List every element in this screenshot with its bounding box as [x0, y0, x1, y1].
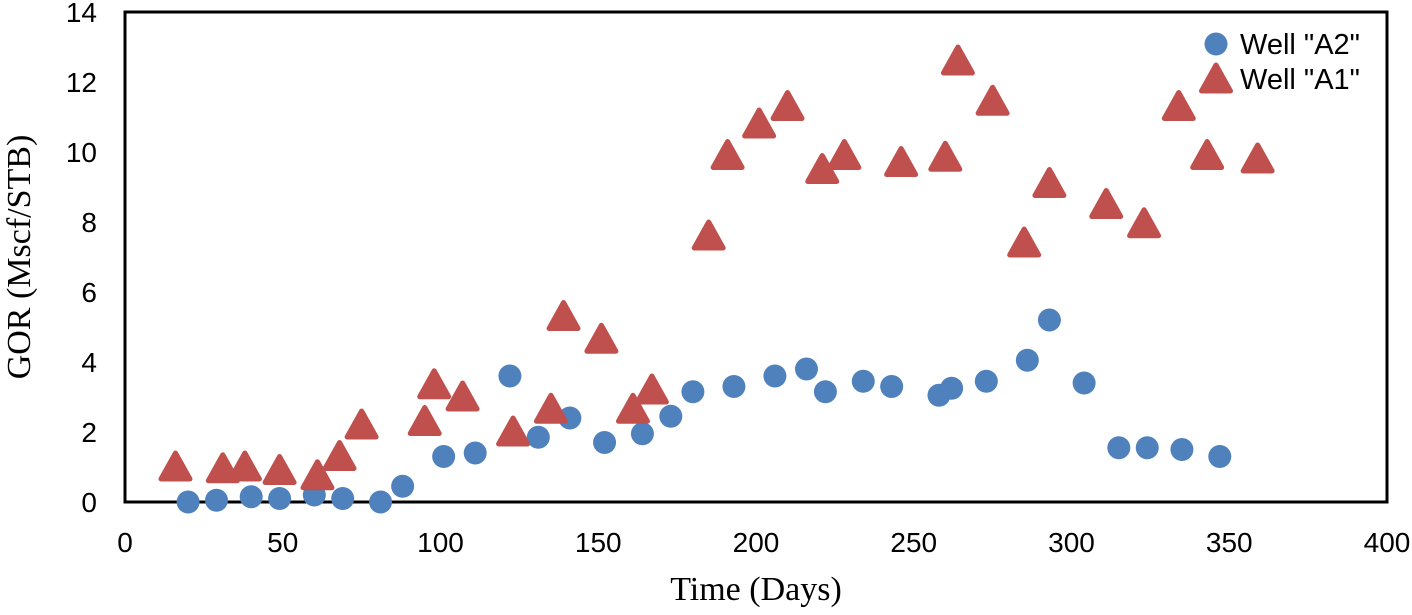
y-tick-label: 2	[81, 417, 97, 448]
data-point-marker	[417, 368, 452, 400]
data-point-marker	[268, 487, 292, 510]
data-point-marker	[445, 380, 480, 412]
data-point-marker	[770, 90, 805, 121]
data-point-marker	[1037, 308, 1061, 332]
legend-item-label: Well "A1"	[1240, 64, 1360, 96]
data-points-layer	[158, 44, 1275, 514]
data-point-marker	[1107, 436, 1131, 460]
data-point-marker	[1127, 207, 1162, 239]
data-point-marker	[710, 139, 745, 170]
x-tick-label: 150	[575, 527, 622, 558]
data-point-marker	[1240, 142, 1275, 174]
data-point-marker	[880, 375, 904, 398]
legend: Well "A2"Well "A1"	[1199, 29, 1360, 96]
data-point-marker	[1161, 90, 1196, 121]
data-point-marker	[1072, 371, 1096, 395]
y-tick-label: 4	[81, 347, 97, 378]
data-point-marker	[227, 450, 262, 482]
data-point-marker	[659, 404, 683, 428]
data-point-marker	[176, 490, 200, 514]
x-tick-label: 250	[890, 527, 937, 558]
data-point-marker	[262, 454, 297, 485]
data-point-marker	[615, 392, 650, 424]
data-point-marker	[763, 364, 787, 388]
y-axis-title: GOR (Mscf/STB)	[1, 135, 38, 380]
data-point-marker	[630, 422, 654, 446]
data-point-marker	[813, 380, 837, 404]
y-tick-label: 10	[66, 137, 97, 168]
x-tick-label: 400	[1364, 527, 1411, 558]
data-point-marker	[331, 487, 355, 510]
x-tick-label: 100	[417, 527, 464, 558]
x-axis-tick-labels: 0 50 100 150 200 250 300 350 400	[117, 527, 1410, 558]
data-point-marker	[533, 392, 568, 424]
y-tick-label: 12	[66, 67, 97, 98]
data-point-marker	[496, 415, 531, 447]
data-point-marker	[794, 357, 818, 381]
data-point-marker	[974, 369, 998, 393]
data-point-marker	[1015, 348, 1039, 372]
data-point-marker	[1170, 438, 1194, 461]
data-point-marker	[975, 84, 1010, 116]
x-tick-label: 200	[733, 527, 780, 558]
data-point-marker	[205, 452, 240, 484]
data-point-marker	[1007, 226, 1042, 258]
x-tick-label: 300	[1048, 527, 1095, 558]
data-point-marker	[526, 425, 550, 449]
data-point-marker	[322, 440, 357, 471]
data-point-marker	[691, 219, 726, 251]
y-tick-label: 6	[81, 277, 97, 308]
y-tick-label: 14	[66, 0, 97, 28]
x-tick-label: 50	[267, 527, 298, 558]
data-point-marker	[940, 44, 975, 76]
data-point-marker	[204, 488, 228, 512]
x-axis-title: Time (Days)	[670, 571, 842, 608]
data-point-marker	[584, 322, 619, 354]
data-point-marker	[681, 380, 705, 404]
y-tick-label: 0	[81, 487, 97, 518]
legend-marker-icon	[1204, 32, 1228, 56]
data-point-marker	[391, 474, 415, 498]
data-point-marker	[344, 408, 379, 440]
plot-area-frame	[123, 10, 1389, 504]
data-point-marker	[1135, 436, 1159, 460]
data-point-marker	[593, 431, 617, 454]
y-axis-tick-labels: 0 2 4 6 8 10 12 14	[66, 0, 97, 518]
legend-marker-icon	[1199, 62, 1233, 94]
data-point-marker	[300, 459, 335, 491]
data-point-marker	[407, 405, 442, 436]
data-point-marker	[827, 139, 862, 170]
data-point-marker	[432, 445, 456, 468]
legend-item-label: Well "A2"	[1240, 29, 1360, 61]
data-point-marker	[851, 369, 875, 393]
data-point-marker	[369, 490, 393, 514]
x-tick-label: 0	[117, 527, 133, 558]
data-point-marker	[1089, 188, 1124, 219]
x-tick-label: 350	[1206, 527, 1253, 558]
data-point-marker	[1190, 139, 1225, 170]
data-point-marker	[884, 146, 919, 177]
data-point-marker	[928, 140, 963, 172]
data-point-marker	[546, 300, 581, 331]
data-point-marker	[742, 107, 777, 139]
data-point-marker	[940, 376, 964, 400]
data-point-marker	[498, 364, 522, 388]
data-point-marker	[634, 373, 669, 405]
y-tick-label: 8	[81, 207, 97, 238]
data-point-marker	[158, 450, 193, 482]
data-point-marker	[1208, 445, 1232, 468]
data-point-marker	[239, 485, 263, 509]
data-point-marker	[722, 375, 746, 398]
data-point-marker	[1032, 167, 1067, 198]
data-point-marker	[463, 441, 487, 465]
